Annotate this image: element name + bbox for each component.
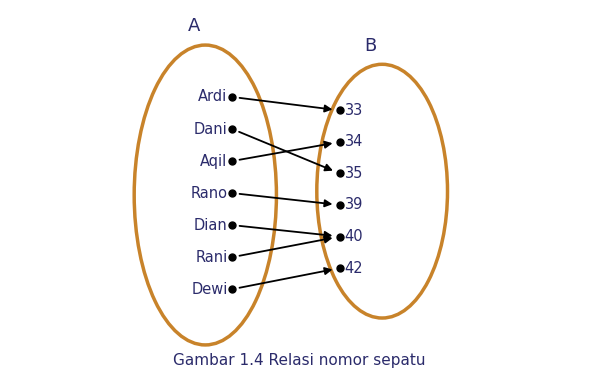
Text: 40: 40 (344, 229, 363, 244)
Text: Aqil: Aqil (200, 154, 228, 168)
Text: 34: 34 (344, 135, 363, 149)
Text: 42: 42 (344, 261, 363, 276)
Text: Dewi: Dewi (191, 282, 228, 297)
Text: B: B (365, 37, 377, 55)
Text: 35: 35 (344, 166, 363, 181)
Text: 39: 39 (344, 197, 363, 213)
Text: Dani: Dani (194, 122, 228, 136)
Text: Rani: Rani (195, 250, 228, 265)
Text: Dian: Dian (194, 218, 228, 232)
Text: Gambar 1.4 Relasi nomor sepatu: Gambar 1.4 Relasi nomor sepatu (173, 353, 426, 368)
Text: Rano: Rano (190, 186, 228, 200)
Text: Ardi: Ardi (198, 89, 228, 105)
Text: A: A (187, 18, 200, 35)
Text: 33: 33 (344, 103, 363, 118)
